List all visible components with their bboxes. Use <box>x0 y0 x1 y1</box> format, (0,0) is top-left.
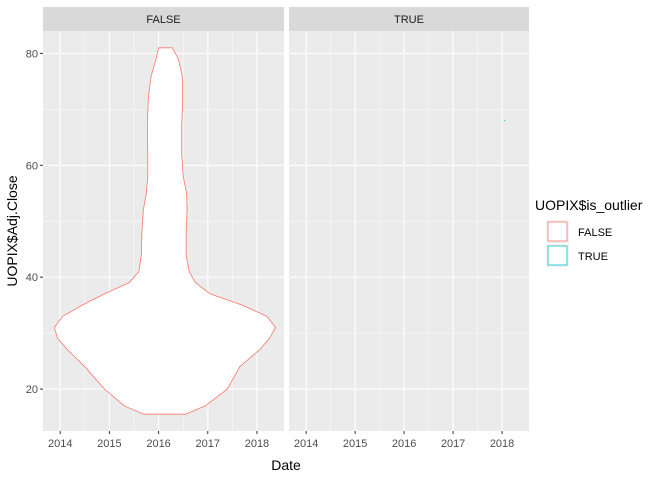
x-axis-title: Date <box>271 457 301 473</box>
panel-background <box>289 31 529 431</box>
x-tick-label: 2015 <box>97 438 121 450</box>
y-tick-label: 40 <box>26 272 38 284</box>
x-tick-label: 2018 <box>490 438 514 450</box>
x-tick-label: 2017 <box>196 438 220 450</box>
y-tick-label: 60 <box>26 160 38 172</box>
facet-strip <box>289 7 529 31</box>
x-tick-label: 2016 <box>146 438 170 450</box>
legend-label: TRUE <box>578 251 608 263</box>
x-tick-label: 2018 <box>245 438 269 450</box>
x-tick-label: 2015 <box>343 438 367 450</box>
legend-title: UOPIX$is_outlier <box>535 197 643 213</box>
legend-key-swatch <box>547 245 568 266</box>
legend-label: FALSE <box>578 227 612 239</box>
legend-key-swatch <box>547 221 568 242</box>
y-tick-label: 20 <box>26 384 38 396</box>
x-tick-label: 2016 <box>392 438 416 450</box>
x-tick-label: 2017 <box>441 438 465 450</box>
facet-strip-label: FALSE <box>146 14 180 26</box>
y-axis-title: UOPIX$Adj.Close <box>4 175 20 286</box>
y-tick-label: 80 <box>26 48 38 60</box>
x-tick-label: 2014 <box>294 438 318 450</box>
x-tick-label: 2014 <box>48 438 72 450</box>
violin-false <box>53 47 276 415</box>
facet-strip-label: TRUE <box>394 14 424 26</box>
facet-strip <box>43 7 284 31</box>
